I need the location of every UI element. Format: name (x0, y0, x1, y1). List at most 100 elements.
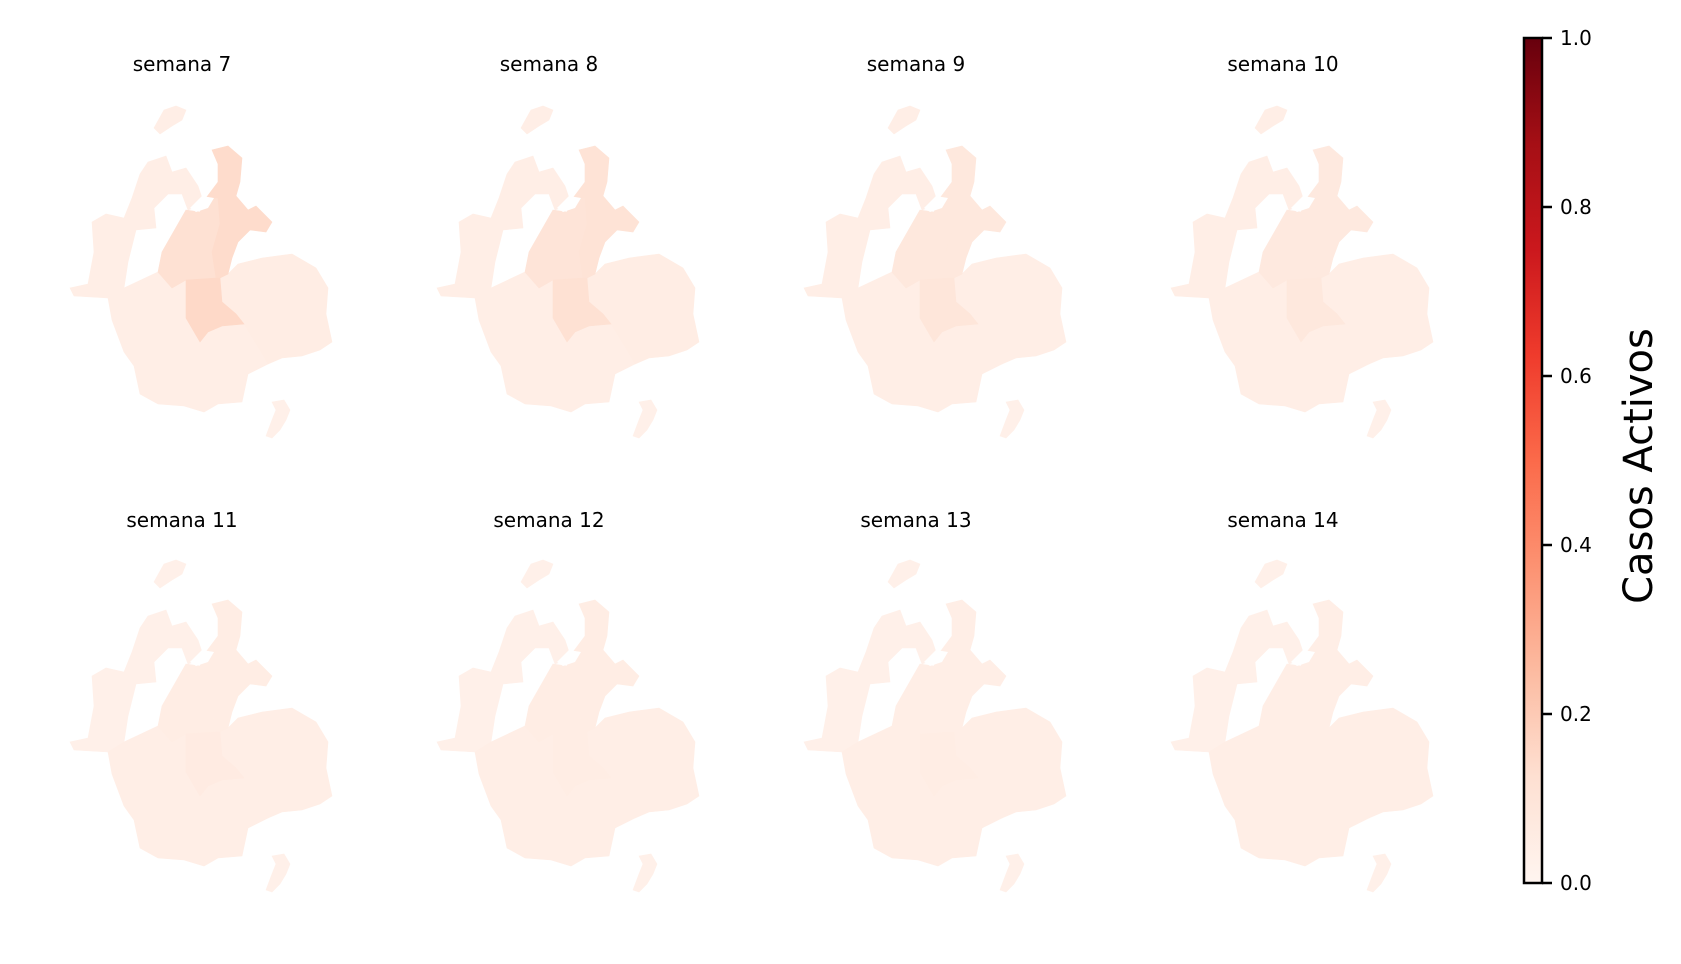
region-corridor (205, 145, 273, 279)
panel-title: semana 7 (133, 52, 231, 76)
region-center (1258, 197, 1322, 289)
region-map (803, 559, 1067, 893)
water-lake2 (978, 248, 1000, 256)
panel-title: semana 13 (860, 508, 971, 532)
region-center (524, 197, 588, 289)
region-corridor (1306, 145, 1374, 279)
region-southcenter (552, 277, 612, 343)
region-northisl (520, 559, 554, 589)
region-map (436, 105, 700, 439)
panel-title: semana 11 (126, 508, 237, 532)
colorbar-tick-label: 1.0 (1560, 26, 1592, 50)
map-panels: semana 7 semana 8 semana 9 semana 10 semana … (69, 52, 1434, 893)
colorbar-tick-label: 0.0 (1560, 871, 1592, 895)
region-center (157, 651, 221, 743)
map-panel: semana 9 (803, 52, 1067, 439)
region-corridor (572, 145, 640, 279)
region-map (1170, 559, 1434, 893)
map-panel: semana 14 (1170, 508, 1434, 893)
map-panel: semana 12 (436, 508, 700, 893)
water-lake1 (190, 650, 214, 666)
region-island (265, 853, 291, 893)
panel-title: semana 12 (493, 508, 604, 532)
region-island (265, 399, 291, 439)
region-west (69, 609, 205, 753)
region-corridor (939, 599, 1007, 733)
map-panel: semana 11 (69, 508, 333, 893)
region-center (157, 197, 221, 289)
region-southcenter (919, 277, 979, 343)
region-northisl (153, 559, 187, 589)
map-panel: semana 7 (69, 52, 333, 439)
region-southcenter (185, 731, 245, 797)
region-west (1170, 155, 1306, 299)
region-center (891, 197, 955, 289)
region-northisl (887, 559, 921, 589)
region-west (803, 155, 939, 299)
water-lake2 (611, 248, 633, 256)
region-center (891, 651, 955, 743)
water-lake1 (557, 196, 581, 212)
region-southcenter (919, 731, 979, 797)
colorbar-label: Casos Activos (1616, 328, 1662, 604)
panel-title: semana 8 (500, 52, 598, 76)
water-lake2 (978, 702, 1000, 710)
region-west (1170, 609, 1306, 753)
map-panel: semana 10 (1170, 52, 1434, 439)
region-center (524, 651, 588, 743)
region-island (632, 399, 658, 439)
panel-title: semana 10 (1227, 52, 1338, 76)
region-northisl (1254, 559, 1288, 589)
region-corridor (205, 599, 273, 733)
region-map (69, 105, 333, 439)
region-northisl (520, 105, 554, 135)
water-lake1 (1291, 650, 1315, 666)
water-lake2 (244, 248, 266, 256)
region-map (803, 105, 1067, 439)
region-northisl (887, 105, 921, 135)
colorbar-tick-label: 0.6 (1560, 364, 1592, 388)
region-map (69, 559, 333, 893)
region-southcenter (1286, 277, 1346, 343)
water-lake1 (557, 650, 581, 666)
region-southcenter (185, 277, 245, 343)
region-west (803, 609, 939, 753)
region-center (1258, 651, 1322, 743)
region-west (436, 155, 572, 299)
map-panel: semana 13 (803, 508, 1067, 893)
colorbar-gradient (1522, 36, 1544, 885)
water-lake2 (611, 702, 633, 710)
panel-title: semana 14 (1227, 508, 1338, 532)
water-lake1 (924, 196, 948, 212)
region-southcenter (1286, 731, 1346, 797)
map-panel: semana 8 (436, 52, 700, 439)
panel-title: semana 9 (867, 52, 965, 76)
colorbar-tick-label: 0.8 (1560, 195, 1592, 219)
water-lake2 (1345, 702, 1367, 710)
region-map (436, 559, 700, 893)
region-map (1170, 105, 1434, 439)
water-lake1 (190, 196, 214, 212)
water-lake2 (244, 702, 266, 710)
colorbar: 0.0 0.2 0.4 0.6 0.8 1.0 Casos Activos (1522, 26, 1662, 895)
region-island (999, 399, 1025, 439)
region-northisl (153, 105, 187, 135)
region-west (69, 155, 205, 299)
region-island (999, 853, 1025, 893)
region-island (1366, 853, 1392, 893)
water-lake2 (1345, 248, 1367, 256)
region-island (1366, 399, 1392, 439)
region-corridor (572, 599, 640, 733)
water-lake1 (924, 650, 948, 666)
region-corridor (939, 145, 1007, 279)
region-northisl (1254, 105, 1288, 135)
colorbar-tick-label: 0.2 (1560, 702, 1592, 726)
region-corridor (1306, 599, 1374, 733)
region-west (436, 609, 572, 753)
colorbar-tick-label: 0.4 (1560, 533, 1592, 557)
colorbar-ticks: 0.0 0.2 0.4 0.6 0.8 1.0 (1542, 26, 1592, 895)
region-island (632, 853, 658, 893)
water-lake1 (1291, 196, 1315, 212)
region-southcenter (552, 731, 612, 797)
